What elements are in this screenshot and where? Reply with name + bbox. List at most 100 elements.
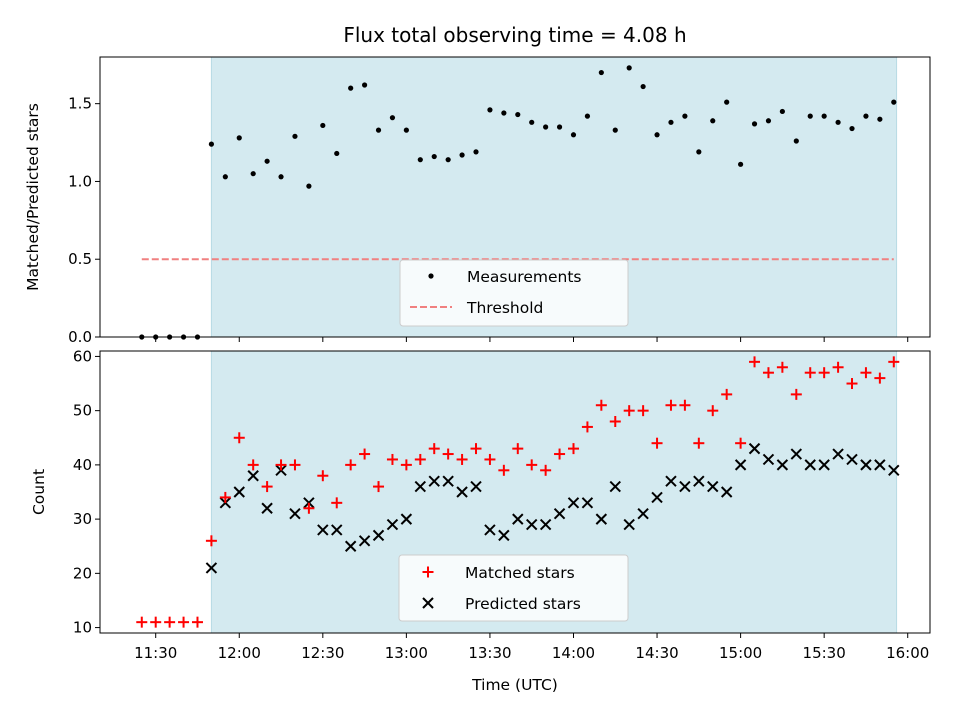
measurement-point [612,127,618,133]
predicted-point [331,524,343,536]
count-x-ticks: 11:30 12:00 12:30 13:00 13:30 14:00 14:30 15:00… [134,633,929,662]
measurement-point [751,121,758,127]
predicted-point [539,518,552,531]
matched-point [707,405,719,417]
measurement-point [710,118,716,124]
measurement-point [473,149,479,155]
predicted-point-b [651,491,663,504]
count-y-ticks: 10 20 30 40 50 60 [73,347,100,637]
measurement-point [543,124,549,130]
predicted-point-b [317,524,329,536]
measurement-point [375,127,382,133]
measurement-point [320,122,326,129]
predicted-point-b [512,513,524,525]
predicted-point-b [358,535,371,547]
predicted-point-b [874,459,886,471]
matched-point [331,497,343,509]
matched-point [470,443,482,455]
measurement-point [208,141,215,147]
measurement-point [821,113,827,119]
matched-point [860,367,872,379]
count-x-tick-label: 13:30 [468,644,511,662]
measurement-point [626,65,632,71]
predicted-point [846,453,858,466]
matched-point [846,378,858,390]
ratio-legend-box [399,259,629,327]
count-x-tick-label: 12:30 [301,644,344,662]
predicted-point [442,475,454,487]
measurement-point [724,99,730,105]
legend-measurements-label: Measurements [467,268,582,286]
matched-point [651,437,663,449]
count-x-tick-label: 13:00 [385,644,428,662]
predicted-point-b [456,486,468,498]
matched-point [874,372,886,384]
ratio-legend: Measurements Threshold [399,259,629,327]
matched-point [428,443,440,455]
count-panel: 10 20 30 40 50 60 11:30 12:00 12:30 13:00 13:30 14… [30,347,931,694]
matched-point [205,535,217,547]
matched-point [373,481,385,493]
predicted-point [874,459,886,471]
measurement-point [403,127,409,133]
predicted-point [386,518,399,531]
matched-point [790,388,802,400]
matched-point [191,616,203,628]
measurement-point [361,82,368,88]
predicted-point [372,529,385,542]
measurement-point [696,149,702,155]
predicted-point [679,480,691,493]
predicted-point-b [860,459,872,471]
measurement-point [835,119,841,125]
ratio-panel: 0.0 0.5 1.0 1.5 Flux total observing time =… [24,23,931,346]
ratio-x-ticks [155,337,909,342]
predicted-point [358,535,371,547]
measurement-point [431,153,437,160]
matched-point [832,361,844,373]
predicted-point-b [609,480,621,493]
ratio-y-tick-label: 0.5 [68,250,92,268]
predicted-point [567,497,580,509]
matched-point [247,459,259,471]
measurement-point [389,115,396,121]
matched-point [414,453,426,465]
predicted-point [832,448,844,460]
predicted-point-b [595,513,608,525]
predicted-point-b [233,486,245,498]
count-y-tick-label: 20 [73,564,92,582]
predicted-point [860,459,872,471]
predicted-point [456,486,468,498]
measurement-point [250,171,256,177]
ratio-marks [139,65,897,340]
predicted-point [748,442,761,455]
legend-predicted-glyph-b [422,597,434,609]
predicted-point [400,513,413,525]
predicted-point [637,507,649,520]
predicted-point-b [428,475,440,487]
legend-measurements-marker [428,273,434,279]
measurement-point [807,113,813,119]
matched-point [400,459,412,471]
predicted-point [790,448,803,460]
measurement-point [779,108,785,115]
predicted-point-b [331,524,343,536]
matched-point [804,367,816,379]
predicted-point [414,480,427,493]
legend-predicted-glyph [422,597,434,609]
measurement-point [445,157,451,163]
matched-point [679,399,691,411]
predicted-point [317,524,329,536]
measurement-point [459,152,465,158]
count-y-tick-label: 60 [73,347,92,365]
predicted-point [247,470,259,482]
measurement-point [598,69,604,76]
matched-point [721,388,733,400]
predicted-point-b [470,480,482,493]
measurement-point [765,118,772,124]
predicted-point [428,475,440,487]
matched-point [233,432,245,444]
ratio-y-tick-label: 1.5 [68,95,92,113]
legend-threshold-label: Threshold [466,299,543,317]
measurement-point [584,113,591,119]
